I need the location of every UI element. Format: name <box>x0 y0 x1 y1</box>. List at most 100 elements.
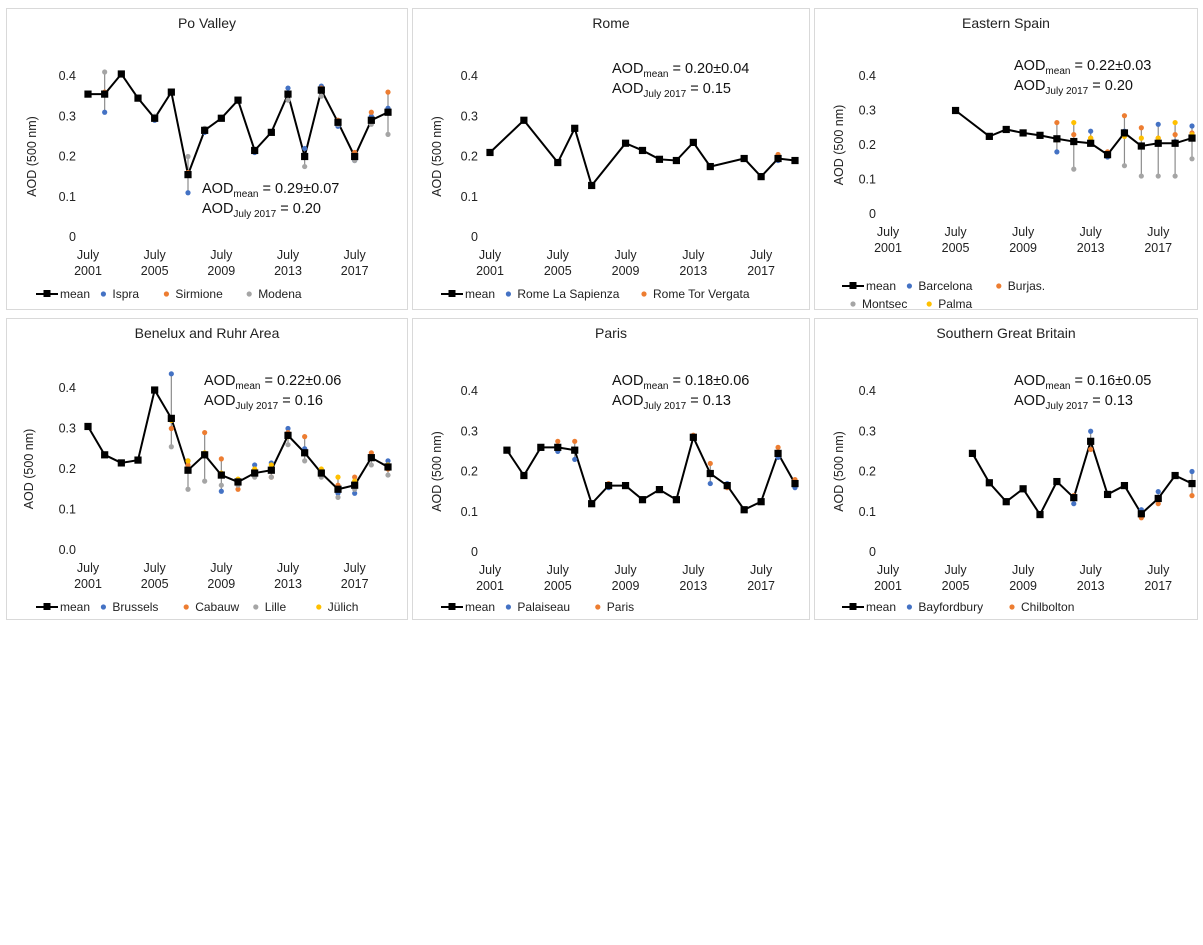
x-tick-label: 2017 <box>341 264 369 278</box>
annotation-mean: AODmean = 0.18±0.06 <box>612 373 749 392</box>
mean-point <box>638 146 647 155</box>
chart-panel: Benelux and Ruhr Area 0.0 0.1 0.2 0.3 0.4 AOD … <box>6 318 408 620</box>
x-tick-label: 2013 <box>679 579 707 593</box>
mean-point <box>284 90 292 98</box>
annotation-mean: AODmean = 0.22±0.06 <box>204 373 341 392</box>
x-tick-label: July <box>479 563 502 577</box>
mean-point <box>621 481 630 490</box>
x-tick-label: July <box>344 248 367 262</box>
x-tick-label: 2001 <box>874 241 902 255</box>
mean-point <box>740 154 748 163</box>
x-tick-label: July <box>277 561 300 575</box>
station-point <box>218 488 224 494</box>
mean-point <box>486 148 494 157</box>
mean-point <box>234 96 242 104</box>
mean-point <box>351 152 359 161</box>
annotation-july: AODJuly 2017 = 0.16 <box>204 393 323 412</box>
x-tick-label: 2013 <box>679 264 707 278</box>
chart-panel: Po Valley 0 0.1 0.2 0.3 0.4 AOD (500 nm) July 20… <box>6 8 408 310</box>
station-point <box>1189 123 1195 129</box>
chart-svg: Southern Great Britain 0 0.1 0.2 0.3 0.4 AOD (… <box>832 325 1196 614</box>
legend-label: Burjas. <box>1008 279 1045 293</box>
x-tick-label: 2009 <box>1009 579 1037 593</box>
mean-point <box>655 486 664 494</box>
x-tick-label: July <box>344 561 367 575</box>
annotation-july: AODJuly 2017 = 0.13 <box>612 393 731 412</box>
mean-point <box>167 88 175 96</box>
station-point <box>185 486 191 492</box>
station-point <box>385 131 391 137</box>
mean-point <box>1036 131 1044 139</box>
x-tick-label: 2005 <box>141 264 169 278</box>
station-point <box>268 462 274 468</box>
mean-point <box>384 108 392 116</box>
chart-title: Rome <box>592 15 630 31</box>
mean-point <box>605 481 613 490</box>
mean-point <box>151 386 159 394</box>
mean-point <box>757 173 765 181</box>
station-point <box>185 153 191 160</box>
station-point <box>285 85 291 91</box>
chart-svg: Eastern Spain 0 0.1 0.2 0.3 0.4 AOD (500 nm) Ju… <box>832 15 1196 311</box>
legend-item: Burjas. <box>996 279 1045 293</box>
station-point <box>1189 493 1195 499</box>
x-tick-label: 2013 <box>274 264 302 278</box>
mean-point <box>791 479 799 488</box>
annotation-july: AODJuly 2017 = 0.13 <box>1014 393 1133 412</box>
mean-point <box>1070 494 1078 502</box>
mean-point <box>1120 481 1129 490</box>
station-point <box>707 460 713 467</box>
y-tick-label: 0.2 <box>59 462 76 476</box>
mean-point <box>774 154 782 163</box>
station-point <box>352 490 358 496</box>
y-axis-label: AOD (500 nm) <box>25 116 39 197</box>
station-point <box>1138 125 1144 131</box>
legend-marker <box>850 301 856 307</box>
legend-item: mean <box>842 600 896 614</box>
annotation-mean: AODmean = 0.20±0.04 <box>612 61 749 80</box>
legend-marker <box>595 604 601 610</box>
mean-point <box>234 478 242 486</box>
annotation-mean: AODmean = 0.16±0.05 <box>1014 373 1151 392</box>
legend-item: mean <box>36 287 90 301</box>
mean-point <box>968 449 977 457</box>
mean-point <box>1070 137 1078 146</box>
mean-point <box>588 181 596 190</box>
x-tick-label: July <box>210 248 233 262</box>
legend-marker <box>926 301 932 307</box>
mean-point <box>267 128 275 136</box>
mean-point <box>201 451 209 459</box>
mean-point <box>201 126 209 134</box>
mean-point <box>740 506 748 514</box>
station-point <box>302 434 308 440</box>
chart-title: Eastern Spain <box>962 15 1050 31</box>
y-tick-label: 0.2 <box>461 465 478 479</box>
station-point <box>1155 121 1161 127</box>
station-point <box>168 444 174 450</box>
mean-point <box>367 116 375 124</box>
legend-item: Ispra <box>100 287 139 301</box>
mean-point <box>791 156 799 165</box>
x-tick-label: July <box>750 248 773 262</box>
x-tick-label: July <box>614 248 637 262</box>
station-point <box>572 456 578 463</box>
legend-item: mean <box>441 600 495 614</box>
mean-series-line <box>506 434 796 512</box>
mean-point <box>1019 129 1027 137</box>
legend-label: Rome La Sapienza <box>517 287 619 301</box>
mean-point <box>672 156 680 165</box>
station-point <box>302 163 308 170</box>
chart-title: Po Valley <box>178 15 236 31</box>
mean-point <box>723 481 731 490</box>
legend-marker <box>163 291 169 297</box>
legend-marker <box>246 291 252 297</box>
mean-point <box>571 124 579 132</box>
station-point <box>555 438 561 444</box>
station-point <box>1054 119 1060 126</box>
mean-point <box>554 443 562 451</box>
station-point <box>335 474 341 480</box>
y-axis-label: AOD (500 nm) <box>430 431 444 512</box>
mean-point <box>537 443 545 451</box>
station-point <box>1172 173 1178 179</box>
x-tick-label: 2017 <box>747 264 775 278</box>
